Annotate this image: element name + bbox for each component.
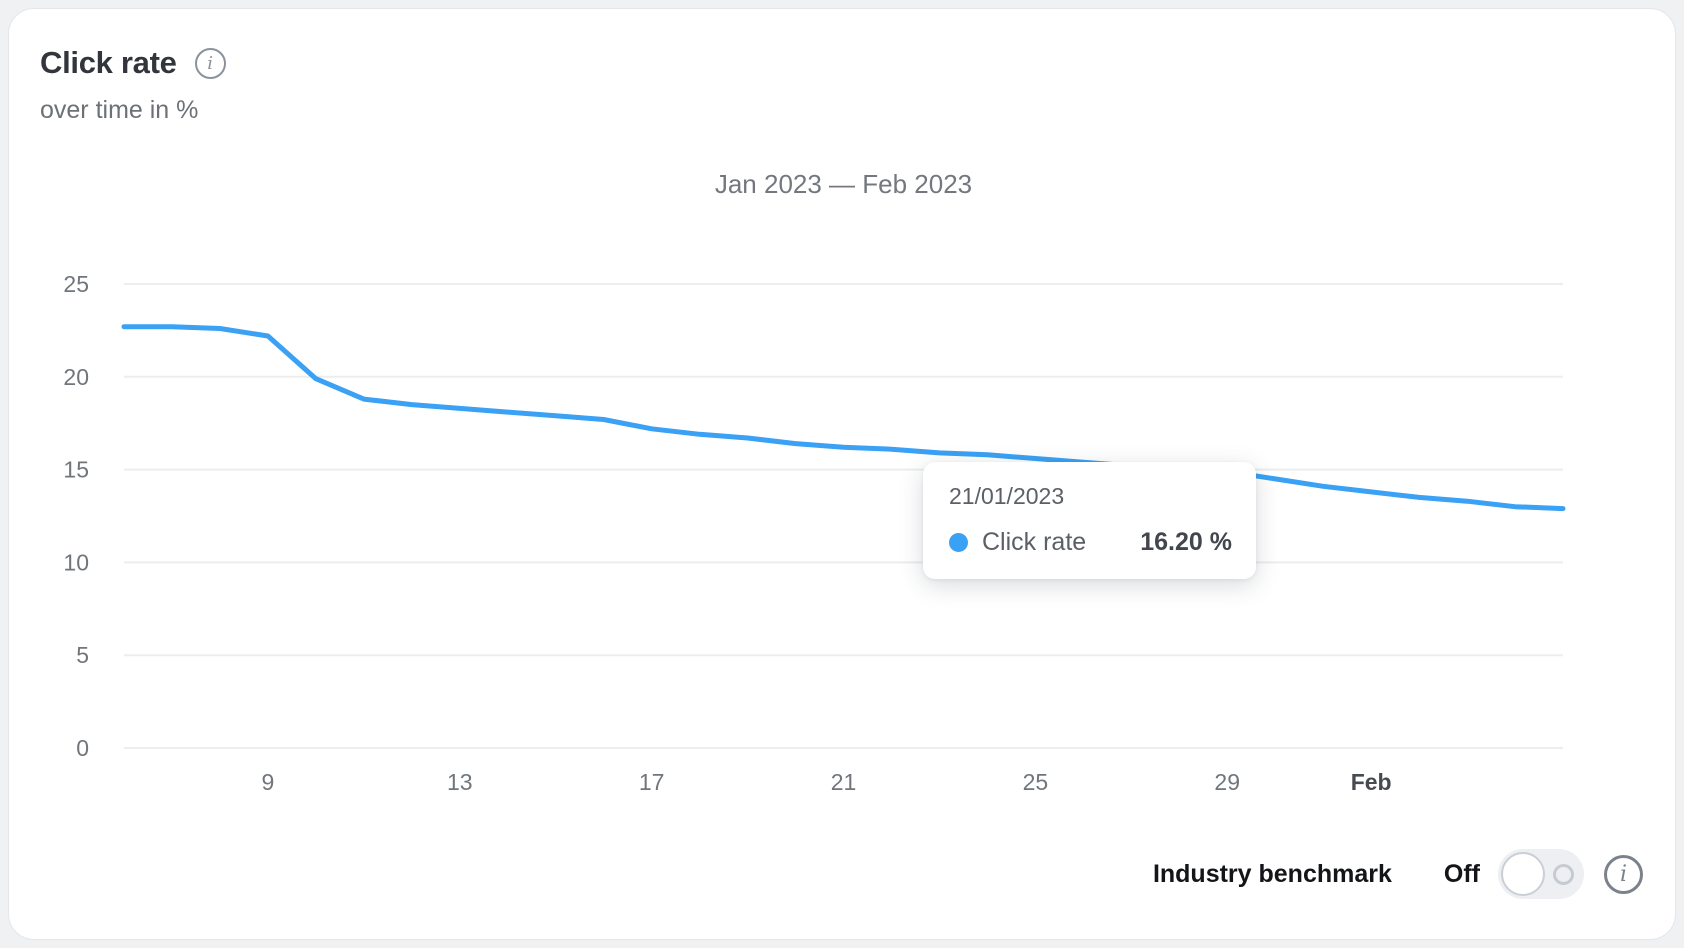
click-rate-card: 0 5 10 15 20 25 9 13 17 21 25 29 Feb Click rate i ov…	[8, 8, 1676, 940]
y-axis-tick-label: 25	[63, 271, 89, 297]
benchmark-state-label: Off	[1443, 859, 1480, 888]
industry-benchmark-control: Industry benchmark Off i	[1153, 849, 1643, 899]
y-axis-tick-label: 0	[76, 735, 89, 761]
page-title: Click rate	[40, 45, 177, 80]
industry-benchmark-label: Industry benchmark	[1152, 859, 1392, 888]
y-axis-tick-label: 20	[63, 364, 89, 390]
click-rate-series-line	[121, 324, 1566, 512]
tooltip-series-label: Click rate	[982, 528, 1087, 556]
x-axis-tick-label: 21	[831, 769, 857, 795]
x-axis-tick-label: 9	[262, 769, 275, 795]
info-icon[interactable]: i	[194, 47, 226, 79]
y-axis-tick-label: 5	[76, 642, 89, 668]
benchmark-toggle[interactable]	[1498, 849, 1584, 899]
card-subtitle: over time in %	[40, 96, 199, 124]
toggle-knob-icon	[1501, 852, 1545, 896]
card-header: Click rate i over time in %	[40, 45, 226, 125]
x-axis-tick-label: 17	[639, 769, 665, 795]
tooltip-date: 21/01/2023	[949, 483, 1065, 509]
chart-tooltip: 21/01/2023 Click rate 16.20 %	[923, 462, 1256, 579]
x-axis-tick-label: Feb	[1351, 769, 1392, 795]
toggle-ring-icon	[1553, 863, 1574, 885]
click-rate-line-chart[interactable]: 0 5 10 15 20 25 9 13 17 21 25 29 Feb	[9, 9, 1677, 941]
info-icon-glyph: i	[207, 52, 213, 74]
benchmark-info-icon[interactable]: i	[1604, 854, 1643, 894]
x-axis-tick-label: 13	[447, 769, 473, 795]
series-dot-icon	[949, 533, 968, 552]
x-axis-tick-label: 25	[1023, 769, 1049, 795]
benchmark-info-icon-glyph: i	[1619, 861, 1628, 887]
chart-date-range: Jan 2023 — Feb 2023	[714, 169, 973, 199]
y-axis-tick-label: 15	[63, 457, 89, 483]
y-axis-tick-label: 10	[63, 549, 89, 575]
x-axis-tick-label: 29	[1214, 769, 1240, 795]
tooltip-value: 16.20 %	[1140, 528, 1232, 556]
